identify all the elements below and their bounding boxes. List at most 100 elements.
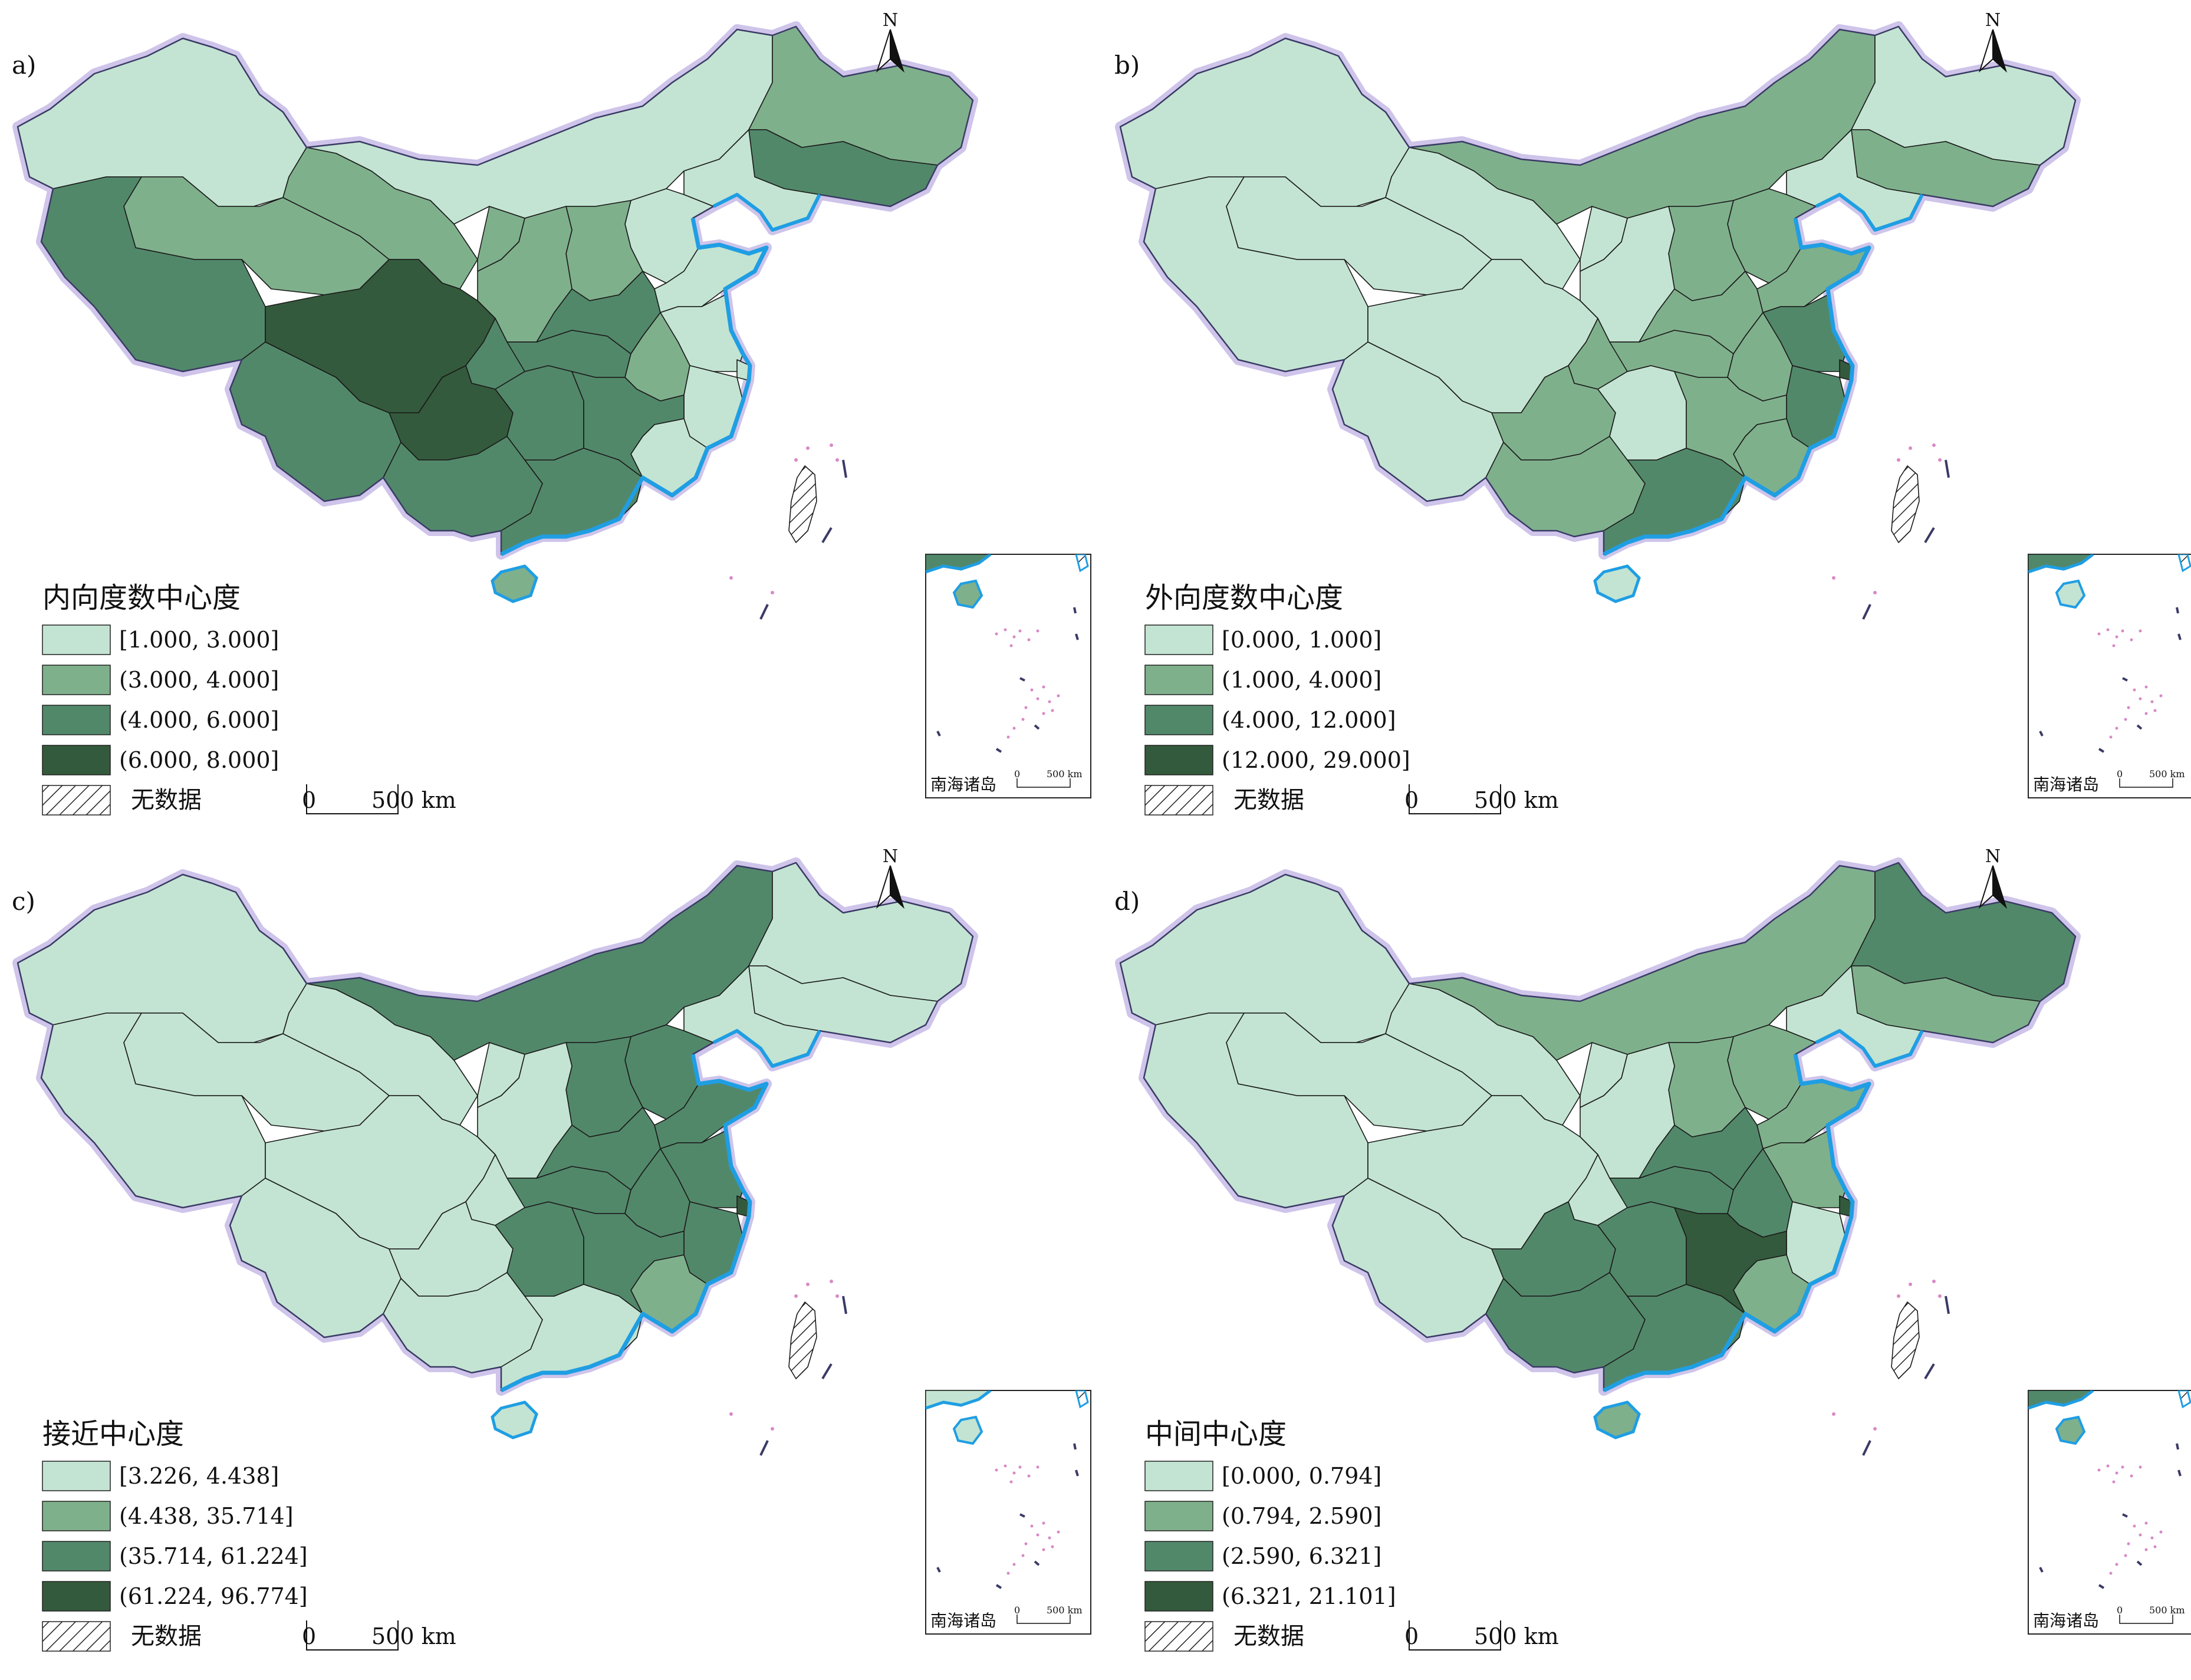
inset-island-dot (2115, 726, 2118, 730)
island-dot (1897, 1294, 1900, 1298)
province-jiangxi[interactable] (571, 1207, 685, 1314)
north-label: N (1985, 846, 2001, 867)
legend-class-label: (6.321, 21.101] (1222, 1583, 1396, 1609)
inset-island-dot (1036, 1465, 1039, 1469)
province-taiwan[interactable] (788, 465, 817, 543)
province-taiwan[interactable] (1891, 465, 1920, 543)
province-ningxia[interactable] (477, 1042, 525, 1108)
inset-island-dot (2130, 638, 2133, 642)
map-panel-b: b) N 外向度数中心度 [0.000, 1.000] (1.000, 4.000] (4… (1114, 10, 2191, 816)
island-dot (1938, 1294, 1942, 1298)
inset-island-dot (2139, 697, 2142, 701)
dash-line-segment (842, 459, 847, 478)
inset-island-dot (1009, 1480, 1013, 1484)
dash-line-segment (821, 1363, 833, 1380)
inset-island-dot (2112, 1480, 2116, 1484)
dash-line-segment (821, 527, 833, 544)
inset-hainan (952, 1415, 983, 1445)
inset-hainan (952, 579, 983, 609)
inset-dash-line (2176, 1443, 2179, 1450)
inset-scale-bar (1016, 778, 1071, 788)
inset-dash-line (2098, 748, 2105, 753)
legend: 接近中心度 [3.226, 4.438] (4.438, 35.714] (35.71… (42, 1418, 308, 1652)
legend-swatch (42, 1541, 111, 1571)
inset-scale-bar (2119, 778, 2173, 788)
inset-island-dot (1018, 629, 1022, 633)
coastline-bohai (712, 1029, 821, 1068)
inset-island-dot (1004, 1464, 1007, 1468)
inset-island-dot (2153, 1545, 2157, 1549)
south-china-sea-inset: 南海诸岛 0 500 km (2028, 1390, 2191, 1635)
inset-island-dot (2097, 1468, 2101, 1472)
inset-island-dot (2144, 712, 2148, 715)
south-china-sea-inset: 南海诸岛 0 500 km (2028, 554, 2191, 798)
inset-island-dot (2153, 709, 2157, 712)
inset-island-dot (2133, 1524, 2136, 1528)
country-map (12, 21, 978, 620)
legend: 内向度数中心度 [1.000, 3.000] (3.000, 4.000] (4.00… (42, 581, 279, 816)
legend-class-label: [1.000, 3.000] (119, 627, 279, 653)
inset-island-dot (2106, 1464, 2110, 1468)
island-dot (1873, 591, 1877, 594)
province-jiangxi[interactable] (1674, 371, 1787, 478)
legend-class-label: [0.000, 1.000] (1222, 627, 1381, 653)
inset-island-dot (2150, 700, 2154, 703)
legend-class-label: (3.000, 4.000] (119, 667, 279, 693)
coastline-hainan (491, 564, 538, 603)
legend-no-data-label: 无数据 (131, 1623, 202, 1650)
island-dot (1832, 1412, 1835, 1416)
legend-class-label: (6.000, 8.000] (119, 747, 279, 773)
island-dot (1873, 1427, 1877, 1431)
province-ningxia[interactable] (1580, 1042, 1628, 1108)
inset-scale-zero: 0 (2117, 1605, 2123, 1616)
inset-island-dot (2106, 628, 2110, 632)
inset-island-dot (2124, 1554, 2127, 1557)
island-dot (729, 1412, 733, 1416)
legend-swatch-no-data (42, 1621, 111, 1652)
legend-swatch (42, 705, 111, 735)
panel-label: b) (1114, 51, 1140, 80)
island-dot (1832, 576, 1835, 580)
inset-island-dot (1036, 1533, 1039, 1537)
inset-taiwan (1075, 1390, 1089, 1409)
island-dot (830, 443, 833, 447)
inset-island-dot (2115, 1563, 2118, 1566)
south-china-sea-inset: 南海诸岛 0 500 km (925, 1390, 1091, 1635)
province-taiwan[interactable] (1891, 1301, 1920, 1379)
legend-class-label: [0.000, 0.794] (1222, 1463, 1381, 1489)
inset-dash-line (1073, 1443, 1077, 1450)
inset-dash-line (2177, 633, 2182, 640)
province-jiangxi[interactable] (571, 371, 685, 478)
legend-swatch (42, 745, 111, 775)
inset-island-dot (2121, 629, 2124, 633)
inset-hainan (2055, 1415, 2086, 1445)
legend-swatch (1144, 705, 1213, 735)
island-dot (806, 446, 810, 450)
inset-scale-label: 500 km (1047, 1605, 1083, 1616)
north-arrow: N (1978, 10, 2008, 73)
legend-swatch (1144, 745, 1213, 775)
province-ningxia[interactable] (477, 206, 525, 272)
province-taiwan[interactable] (788, 1301, 817, 1379)
inset-island-dot (2097, 632, 2101, 636)
scale-zero: 0 (302, 1623, 316, 1649)
inset-island-dot (2130, 1474, 2133, 1478)
inset-island-dot (2127, 1542, 2130, 1546)
scale-zero: 0 (1404, 1623, 1419, 1649)
province-jiangxi[interactable] (1674, 1207, 1787, 1314)
coastline (500, 1054, 769, 1393)
legend-no-data-label: 无数据 (1233, 1623, 1304, 1650)
island-dot (806, 1283, 810, 1286)
dash-line-segment (1924, 1363, 1935, 1380)
inset-dash-line (2098, 1584, 2105, 1589)
legend-class-label: (35.714, 61.224] (119, 1543, 308, 1569)
island-dot (1932, 1280, 1936, 1283)
inset-scale-label: 500 km (2149, 768, 2185, 780)
legend-swatch-no-data (1144, 785, 1213, 816)
inset-island-dot (1006, 735, 1010, 739)
inset-island-dot (2112, 644, 2116, 647)
legend-title: 接近中心度 (42, 1418, 184, 1451)
north-arrow: N (876, 846, 905, 909)
inset-island-dot (2109, 735, 2113, 739)
province-ningxia[interactable] (1580, 206, 1628, 272)
